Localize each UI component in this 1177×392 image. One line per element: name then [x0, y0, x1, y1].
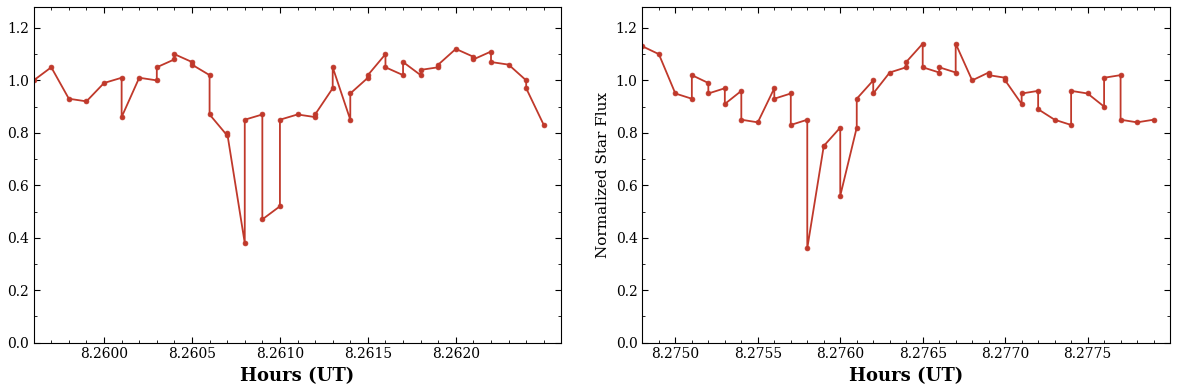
Y-axis label: Normalized Star Flux: Normalized Star Flux	[596, 92, 610, 258]
X-axis label: Hours (UT): Hours (UT)	[849, 367, 963, 385]
X-axis label: Hours (UT): Hours (UT)	[240, 367, 354, 385]
